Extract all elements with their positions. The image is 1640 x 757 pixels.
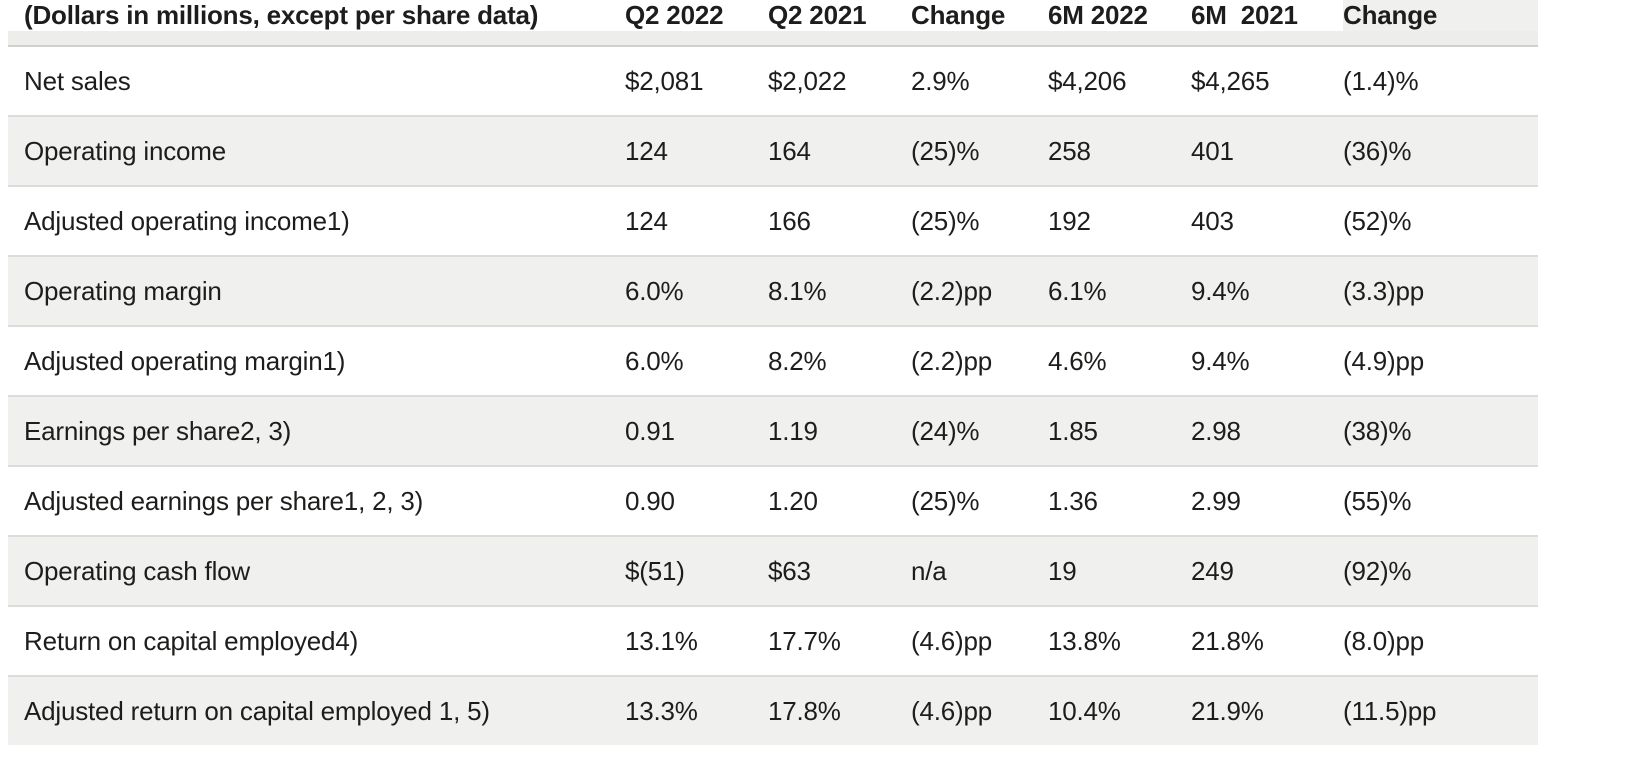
cell-value: 21.8%	[1191, 605, 1343, 675]
cell-value: n/a	[911, 535, 1048, 605]
table-row-return-on-capital-employed: Return on capital employed4) 13.1% 17.7%…	[8, 605, 1538, 675]
row-label: Operating income	[8, 115, 625, 185]
table-row-adjusted-operating-margin: Adjusted operating margin1) 6.0% 8.2% (2…	[8, 325, 1538, 395]
cell-value: 17.8%	[768, 675, 911, 745]
cell-value: 4.6%	[1048, 325, 1191, 395]
page-root: (Dollars in millions, except per share d…	[8, 0, 1538, 745]
cell-value: (4.9)pp	[1343, 325, 1538, 395]
cell-value: 1.20	[768, 465, 911, 535]
cell-value: 8.2%	[768, 325, 911, 395]
cell-value: 124	[625, 185, 768, 255]
cell-value: (24)%	[911, 395, 1048, 465]
cell-value: 1.36	[1048, 465, 1191, 535]
cell-value: 124	[625, 115, 768, 185]
cell-value: 9.4%	[1191, 255, 1343, 325]
col-header-6m-2022: 6M 2022	[1048, 0, 1191, 45]
cell-value: 13.3%	[625, 675, 768, 745]
table-row-adjusted-return-on-capital-employed: Adjusted return on capital employed 1, 5…	[8, 675, 1538, 745]
cell-value: (1.4)%	[1343, 45, 1538, 115]
cell-value: 2.9%	[911, 45, 1048, 115]
cell-value: 8.1%	[768, 255, 911, 325]
row-label: Adjusted earnings per share1, 2, 3)	[8, 465, 625, 535]
cell-value: (55)%	[1343, 465, 1538, 535]
table-row-adjusted-operating-income: Adjusted operating income1) 124 166 (25)…	[8, 185, 1538, 255]
cell-value: 0.91	[625, 395, 768, 465]
cell-value: (36)%	[1343, 115, 1538, 185]
cell-value: 249	[1191, 535, 1343, 605]
table-row-operating-cash-flow: Operating cash flow $(51) $63 n/a 19 249…	[8, 535, 1538, 605]
cell-value: (4.6)pp	[911, 605, 1048, 675]
cell-value: (11.5)pp	[1343, 675, 1538, 745]
cell-value: (52)%	[1343, 185, 1538, 255]
cell-value: (25)%	[911, 185, 1048, 255]
cell-value: $4,265	[1191, 45, 1343, 115]
cell-value: 1.85	[1048, 395, 1191, 465]
cell-value: 403	[1191, 185, 1343, 255]
row-label: Earnings per share2, 3)	[8, 395, 625, 465]
cell-value: 13.1%	[625, 605, 768, 675]
cell-value: 19	[1048, 535, 1191, 605]
col-header-change-q2: Change	[911, 0, 1048, 45]
cell-value: (8.0)pp	[1343, 605, 1538, 675]
row-label: Adjusted return on capital employed 1, 5…	[8, 675, 625, 745]
cell-value: 2.99	[1191, 465, 1343, 535]
cell-value: (2.2)pp	[911, 325, 1048, 395]
cell-value: 166	[768, 185, 911, 255]
cell-value: 13.8%	[1048, 605, 1191, 675]
row-label: Operating cash flow	[8, 535, 625, 605]
row-label: Return on capital employed4)	[8, 605, 625, 675]
cell-value: (4.6)pp	[911, 675, 1048, 745]
table-row-earnings-per-share: Earnings per share2, 3) 0.91 1.19 (24)% …	[8, 395, 1538, 465]
col-header-6m-2021: 6M 2021	[1191, 0, 1343, 45]
cell-value: 2.98	[1191, 395, 1343, 465]
table-row-net-sales: Net sales $2,081 $2,022 2.9% $4,206 $4,2…	[8, 45, 1538, 115]
cell-value: 10.4%	[1048, 675, 1191, 745]
table-row-operating-income: Operating income 124 164 (25)% 258 401 (…	[8, 115, 1538, 185]
cell-value: 6.0%	[625, 325, 768, 395]
unit-note: (Dollars in millions, except per share d…	[8, 0, 625, 45]
cell-value: 164	[768, 115, 911, 185]
col-header-q2-2022: Q2 2022	[625, 0, 768, 45]
financial-summary-table: (Dollars in millions, except per share d…	[8, 0, 1538, 745]
cell-value: $2,081	[625, 45, 768, 115]
cell-value: (38)%	[1343, 395, 1538, 465]
cell-value: $63	[768, 535, 911, 605]
row-label: Adjusted operating income1)	[8, 185, 625, 255]
cell-value: 17.7%	[768, 605, 911, 675]
cell-value: 401	[1191, 115, 1343, 185]
cell-value: $2,022	[768, 45, 911, 115]
table-header-row: (Dollars in millions, except per share d…	[8, 0, 1538, 45]
cell-value: (25)%	[911, 465, 1048, 535]
cell-value: $4,206	[1048, 45, 1191, 115]
cell-value: (25)%	[911, 115, 1048, 185]
cell-value: 21.9%	[1191, 675, 1343, 745]
row-label: Adjusted operating margin1)	[8, 325, 625, 395]
cell-value: 1.19	[768, 395, 911, 465]
table-row-adjusted-earnings-per-share: Adjusted earnings per share1, 2, 3) 0.90…	[8, 465, 1538, 535]
row-label: Operating margin	[8, 255, 625, 325]
col-header-change-6m: Change	[1343, 0, 1538, 45]
cell-value: 258	[1048, 115, 1191, 185]
cell-value: (2.2)pp	[911, 255, 1048, 325]
col-header-q2-2021: Q2 2021	[768, 0, 911, 45]
row-label: Net sales	[8, 45, 625, 115]
cell-value: (3.3)pp	[1343, 255, 1538, 325]
cell-value: 6.0%	[625, 255, 768, 325]
cell-value: 9.4%	[1191, 325, 1343, 395]
cell-value: (92)%	[1343, 535, 1538, 605]
cell-value: 6.1%	[1048, 255, 1191, 325]
cell-value: 0.90	[625, 465, 768, 535]
cell-value: 192	[1048, 185, 1191, 255]
table-row-operating-margin: Operating margin 6.0% 8.1% (2.2)pp 6.1% …	[8, 255, 1538, 325]
cell-value: $(51)	[625, 535, 768, 605]
